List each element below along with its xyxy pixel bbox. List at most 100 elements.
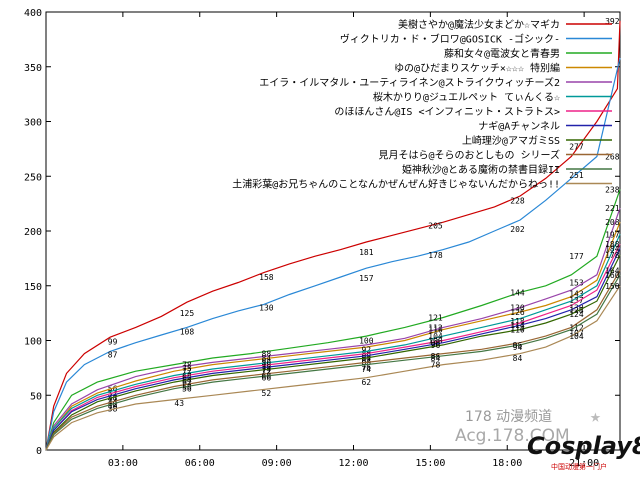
series-line-6 [45,243,621,451]
data-label-11: 150 [605,282,620,291]
data-label-7: 184 [605,245,620,254]
watermark-site-text: Acg.178.COM [455,426,570,446]
data-label-8: 178 [605,251,620,260]
legend-label-1: ヴィクトリカ・ド・ブロワ@GOSICK -ゴシック- [340,33,560,46]
data-label-0: 181 [359,248,374,257]
data-label-8: 110 [510,326,525,335]
data-label-11: 78 [431,361,441,370]
data-label-4: 143 [569,289,584,298]
data-label-2: 100 [359,337,374,346]
data-label-11: 43 [174,399,184,408]
data-label-2: 177 [569,252,584,261]
y-tick-label: 200 [24,227,42,238]
data-label-2: 238 [605,185,620,194]
data-label-1: 87 [108,351,118,360]
data-label-0: 392 [605,17,620,26]
data-label-5: 197 [605,230,620,239]
data-label-6: 100 [428,337,443,346]
data-label-8: 62 [182,378,192,387]
data-label-10: 74 [361,365,371,374]
legend-label-10: 姫神秋沙@とある魔術の禁書目録II [402,163,560,176]
data-label-2: 121 [428,314,443,323]
data-label-0: 277 [569,143,584,152]
data-label-9: 164 [605,266,620,275]
data-label-0: 125 [180,309,195,318]
data-label-1: 178 [428,251,443,260]
data-label-4: 92 [361,345,371,354]
data-label-0: 158 [259,273,274,282]
series-line-5 [45,234,621,451]
data-label-1: 108 [180,328,195,337]
data-label-1: 130 [259,304,274,313]
series-line-7 [45,248,621,451]
series-line-11 [45,285,621,451]
data-label-1: 251 [569,171,584,180]
legend-label-9: 見月そはら@そらのおとしもの シリーズ [378,149,560,162]
watermark-logo-subtext: 中国动漫第一门户 [551,463,607,471]
data-label-10: 66 [262,374,272,383]
data-label-4: 112 [428,323,443,332]
series-line-10 [45,274,621,451]
data-label-10: 56 [182,385,192,394]
data-label-1: 202 [510,225,525,234]
series-line-9 [45,270,621,451]
data-label-11: 104 [569,332,584,341]
series-line-0 [45,20,621,451]
legend-label-2: 藤和女々@電波女と青春男 [444,47,560,60]
series-line-3 [45,221,621,451]
data-label-9: 112 [569,323,584,332]
data-label-1: 268 [605,153,620,162]
data-label-5: 118 [510,317,525,326]
data-label-11: 84 [513,354,523,363]
watermark-logo-text: Cosplay8 [527,432,640,460]
x-tick-label: 12:00 [338,458,368,469]
data-label-7: 82 [361,356,371,365]
data-label-2: 144 [510,288,525,297]
data-label-0: 228 [510,196,525,205]
x-tick-label: 03:00 [108,458,138,469]
legend-label-3: ゆの@ひだまりスケッチ×☆☆☆ 特別編 [394,62,560,75]
y-tick-label: 100 [24,337,42,348]
y-tick-label: 0 [36,446,42,457]
data-label-9: 76 [361,363,371,372]
y-tick-label: 150 [24,282,42,293]
series-line-1 [45,57,621,451]
x-tick-label: 09:00 [262,458,292,469]
data-label-10: 84 [431,354,441,363]
legend-label-0: 美樹さやか@魔法少女まどか☆マギカ [398,18,560,31]
y-tick-label: 350 [24,63,42,74]
series-line-8 [45,254,621,451]
data-label-11: 52 [262,389,272,398]
y-tick-label: 50 [30,391,42,402]
data-label-10: 94 [513,343,523,352]
legend-label-11: 土浦彩葉@お兄ちゃんのことなんかぜんぜん好きじゃないんだからねっ!! [232,178,560,191]
data-label-2: 56 [108,385,118,394]
data-label-0: 99 [108,338,118,347]
legend-label-8: 上崎理沙@アマガミSS [462,134,560,147]
series-line-2 [45,189,621,451]
data-label-0: 205 [428,222,443,231]
data-label-4: 221 [605,204,620,213]
data-label-9: 40 [108,402,118,411]
data-label-4: 84 [262,354,272,363]
data-label-6: 188 [605,240,620,249]
data-label-11: 62 [361,378,371,387]
x-tick-label: 06:00 [185,458,215,469]
data-label-3: 153 [569,278,584,287]
data-label-7: 112 [510,323,525,332]
data-label-5: 104 [428,332,443,341]
y-tick-label: 400 [24,8,42,19]
legend-label-6: のほほんさん@IS <インフィニット・ストラトス> [334,106,560,118]
x-tick-label: 21:00 [569,458,599,469]
legend-label-5: 桜木かりり@ジュエルペット てぃんくる☆ [373,91,560,104]
x-tick-label: 18:00 [492,458,522,469]
data-label-7: 98 [431,339,441,348]
watermark-channel-text: 178 动漫频道 [465,409,553,425]
legend-label-7: ナギ@Aチャンネル [478,121,560,133]
y-tick-label: 250 [24,172,42,183]
data-label-3: 208 [605,218,620,227]
series-line-4 [45,207,621,451]
data-label-7: 128 [569,306,584,315]
data-label-1: 157 [359,274,374,283]
